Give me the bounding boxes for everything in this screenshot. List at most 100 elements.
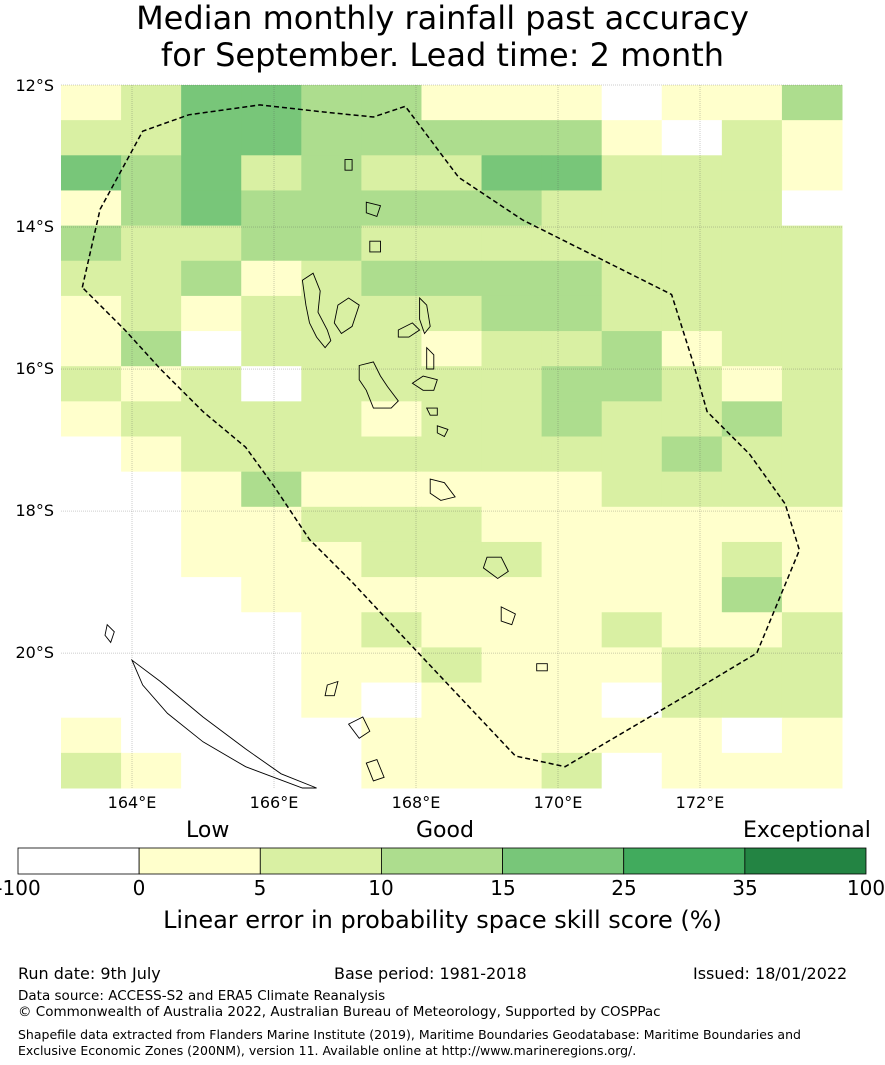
grid-cell bbox=[781, 752, 843, 789]
grid-cell bbox=[781, 717, 843, 754]
grid-cell bbox=[181, 225, 242, 262]
colorbar bbox=[17, 847, 867, 875]
grid-cell bbox=[661, 752, 723, 789]
grid-cell bbox=[781, 436, 843, 473]
grid-cell bbox=[241, 295, 302, 332]
grid-cell bbox=[781, 401, 843, 437]
grid-cell bbox=[301, 541, 362, 578]
grid-cell bbox=[241, 682, 302, 719]
grid-cell bbox=[601, 225, 663, 262]
grid-cell bbox=[781, 260, 843, 297]
grid-cell bbox=[181, 260, 242, 297]
grid-cell bbox=[721, 85, 783, 121]
grid-cell bbox=[361, 366, 422, 402]
grid-cell bbox=[541, 366, 603, 402]
grid-cell bbox=[481, 612, 543, 648]
grid-cell bbox=[781, 471, 843, 508]
grid-cell bbox=[61, 506, 122, 543]
grid-cell bbox=[781, 190, 843, 227]
grid-cell bbox=[661, 190, 723, 227]
grid-cell bbox=[541, 295, 603, 332]
grid-cell bbox=[661, 225, 723, 262]
grid-cell bbox=[421, 752, 483, 789]
island-outline bbox=[425, 407, 438, 416]
grid-cell bbox=[181, 752, 242, 789]
lon-label-172e: 172°E bbox=[675, 793, 725, 812]
data-source: Data source: ACCESS-S2 and ERA5 Climate … bbox=[18, 988, 386, 1004]
grid-cell bbox=[301, 85, 362, 121]
grid-cell bbox=[421, 120, 483, 156]
grid-cell bbox=[721, 401, 783, 437]
grid-cell bbox=[781, 577, 843, 613]
grid-cell bbox=[661, 331, 723, 367]
grid-cell bbox=[721, 577, 783, 613]
grid-cell bbox=[61, 401, 122, 437]
grid-cell bbox=[61, 682, 122, 719]
island-outline bbox=[358, 361, 399, 409]
grid-cell bbox=[661, 120, 723, 156]
grid-cell bbox=[61, 436, 122, 473]
grid-cell bbox=[481, 85, 543, 121]
grid-cell bbox=[301, 295, 362, 332]
grid-cell bbox=[481, 295, 543, 332]
grid-cell bbox=[601, 295, 663, 332]
grid-cell bbox=[421, 260, 483, 297]
grid-cell bbox=[661, 612, 723, 648]
grid-cell bbox=[421, 85, 483, 121]
grid-cell bbox=[421, 541, 483, 578]
grid-cell bbox=[541, 120, 603, 156]
colorbar-tick-5: 25 bbox=[611, 876, 637, 900]
colorbar-swatch bbox=[623, 847, 746, 875]
grid-cell bbox=[601, 366, 663, 402]
grid-cell bbox=[301, 260, 362, 297]
island-outline bbox=[369, 240, 381, 253]
grid-cell bbox=[121, 120, 182, 156]
grid-cell bbox=[121, 295, 182, 332]
colorbar-swatches bbox=[17, 847, 867, 875]
grid-cell bbox=[301, 225, 362, 262]
grid-cell bbox=[181, 577, 242, 613]
grid-cell bbox=[721, 541, 783, 578]
grid-cell bbox=[361, 506, 422, 543]
island-outline bbox=[365, 759, 385, 782]
colorbar-tick-6: 35 bbox=[732, 876, 758, 900]
grid-cell bbox=[721, 612, 783, 648]
grid-cell bbox=[421, 331, 483, 367]
grid-cell bbox=[61, 155, 122, 191]
grid-cell bbox=[421, 225, 483, 262]
grid-cell bbox=[541, 471, 603, 508]
colorbar-tick-2: 5 bbox=[253, 876, 267, 900]
grid-cell bbox=[241, 120, 302, 156]
category-good: Good bbox=[416, 818, 474, 843]
lat-label-14s: 14°S bbox=[15, 217, 54, 236]
grid-cell bbox=[661, 436, 723, 473]
grid-cell bbox=[661, 506, 723, 543]
grid-cell bbox=[301, 682, 362, 719]
grid-cell bbox=[721, 260, 783, 297]
island-outline bbox=[301, 272, 332, 349]
grid-cell bbox=[121, 155, 182, 191]
lon-label-164e: 164°E bbox=[107, 793, 157, 812]
grid-cell bbox=[481, 331, 543, 367]
grid-cell bbox=[541, 647, 603, 684]
grid-cell bbox=[181, 366, 242, 402]
grid-cell bbox=[421, 155, 483, 191]
island-outline bbox=[397, 322, 421, 338]
grid-cell bbox=[781, 366, 843, 402]
grid-cell bbox=[601, 190, 663, 227]
lon-label-170e: 170°E bbox=[533, 793, 583, 812]
grid-cell bbox=[61, 331, 122, 367]
grid-cell bbox=[481, 225, 543, 262]
grid-cell bbox=[301, 612, 362, 648]
grid-cell bbox=[241, 225, 302, 262]
grid-cell bbox=[241, 612, 302, 648]
grid-cell bbox=[421, 612, 483, 648]
grid-cell bbox=[421, 295, 483, 332]
grid-cell bbox=[361, 436, 422, 473]
map-canvas bbox=[61, 84, 843, 789]
grid-cell bbox=[181, 401, 242, 437]
grid-cell bbox=[301, 752, 362, 789]
title-line-1: Median monthly rainfall past accuracy bbox=[136, 0, 749, 37]
colorbar-swatch bbox=[17, 847, 140, 875]
title-line-2: for September. Lead time: 2 month bbox=[160, 36, 725, 74]
